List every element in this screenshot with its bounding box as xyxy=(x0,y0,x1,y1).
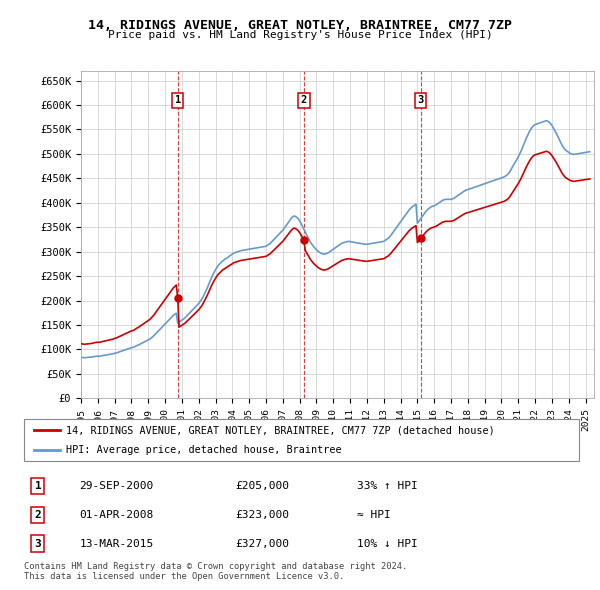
Text: 14, RIDINGS AVENUE, GREAT NOTLEY, BRAINTREE, CM77 7ZP (detached house): 14, RIDINGS AVENUE, GREAT NOTLEY, BRAINT… xyxy=(65,425,494,435)
Text: £327,000: £327,000 xyxy=(235,539,289,549)
Text: Contains HM Land Registry data © Crown copyright and database right 2024.
This d: Contains HM Land Registry data © Crown c… xyxy=(24,562,407,581)
Text: 14, RIDINGS AVENUE, GREAT NOTLEY, BRAINTREE, CM77 7ZP: 14, RIDINGS AVENUE, GREAT NOTLEY, BRAINT… xyxy=(88,19,512,32)
Text: £205,000: £205,000 xyxy=(235,481,289,491)
Text: Price paid vs. HM Land Registry's House Price Index (HPI): Price paid vs. HM Land Registry's House … xyxy=(107,30,493,40)
Text: 1: 1 xyxy=(35,481,41,491)
Text: 10% ↓ HPI: 10% ↓ HPI xyxy=(357,539,418,549)
Text: 29-SEP-2000: 29-SEP-2000 xyxy=(79,481,154,491)
Text: ≈ HPI: ≈ HPI xyxy=(357,510,391,520)
Text: 13-MAR-2015: 13-MAR-2015 xyxy=(79,539,154,549)
Text: HPI: Average price, detached house, Braintree: HPI: Average price, detached house, Brai… xyxy=(65,445,341,455)
Text: £323,000: £323,000 xyxy=(235,510,289,520)
Text: 01-APR-2008: 01-APR-2008 xyxy=(79,510,154,520)
Text: 2: 2 xyxy=(301,95,307,105)
Text: 3: 3 xyxy=(35,539,41,549)
FancyBboxPatch shape xyxy=(24,419,579,461)
Text: 3: 3 xyxy=(418,95,424,105)
Text: 1: 1 xyxy=(175,95,181,105)
Text: 2: 2 xyxy=(35,510,41,520)
Text: 33% ↑ HPI: 33% ↑ HPI xyxy=(357,481,418,491)
